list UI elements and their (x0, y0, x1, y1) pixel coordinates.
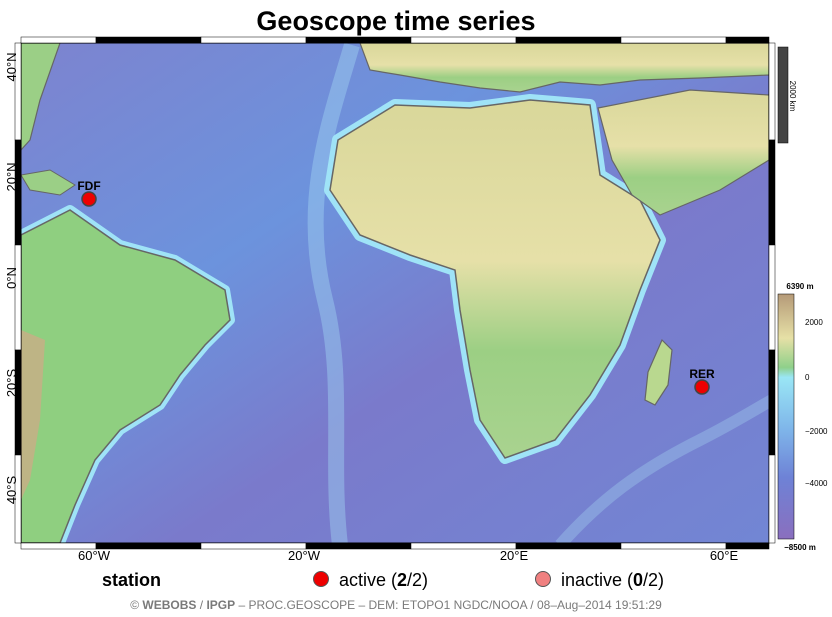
y-tick-label: 40°N (4, 52, 19, 81)
station-fdf[interactable]: FDF (77, 179, 101, 207)
legend-inactive: inactive (0/2) (535, 570, 664, 591)
caribbean-islands (21, 169, 76, 196)
map-area[interactable] (21, 43, 790, 545)
map-title: Geoscope time series (256, 6, 536, 36)
legend-inactive-total: /2) (643, 570, 665, 590)
scale-bar: 2000 km (777, 46, 797, 144)
y-axis: 40°N 20°N 0°N 20°S 40°S (4, 52, 19, 504)
credit-line: © WEBOBS / IPGP – PROC.GEOSCOPE – DEM: E… (0, 598, 792, 612)
legend-title: station (102, 570, 162, 590)
frame-segment (768, 42, 776, 141)
station-rer[interactable]: RER (689, 367, 715, 395)
station-marker[interactable] (81, 191, 97, 207)
frame-segment (768, 244, 776, 351)
x-tick-label: 60°W (78, 548, 111, 563)
frame-segment (95, 542, 202, 550)
colorbar-tick: −4000 (805, 479, 828, 488)
africa-landmass (329, 99, 661, 459)
map-frame (14, 36, 776, 550)
y-tick-label: 20°S (4, 369, 19, 398)
frame-segment (305, 542, 412, 550)
x-tick-label: 60°E (710, 548, 739, 563)
frame-segment (515, 542, 622, 550)
credit-webobs: WEBOBS (142, 598, 197, 612)
y-tick-label: 40°S (4, 476, 19, 505)
inactive-station-icon (535, 571, 551, 587)
legend-active: active (2/2) (313, 570, 428, 591)
colorbar-max-label: 6390 m (786, 282, 813, 291)
station-code: FDF (77, 179, 100, 193)
frame-segment (95, 36, 202, 44)
frame-segment (410, 36, 517, 44)
madagascar-landmass (644, 338, 673, 406)
colorbar-tick: −2000 (805, 427, 828, 436)
indian-ridge (555, 394, 769, 543)
legend-inactive-count: 0 (633, 570, 644, 590)
colorbar-tick: 0 (805, 373, 810, 382)
elevation-colorbar: 6390 m 2000 0 −2000 −4000 −8500 m (777, 282, 828, 552)
north-america-landmass (21, 43, 61, 151)
y-tick-label: 20°N (4, 162, 19, 191)
frame-segment (14, 349, 22, 456)
y-tick-label: 0°N (4, 267, 19, 289)
colorbar-tick: 2000 (805, 318, 823, 327)
station-marker[interactable] (694, 379, 710, 395)
x-axis: 60°W 20°W 20°E 60°E (78, 548, 738, 563)
frame-segment (515, 36, 622, 44)
frame-segment (14, 244, 22, 351)
frame-segment (768, 454, 776, 544)
frame-segment (200, 36, 307, 44)
frame-segment (768, 349, 776, 456)
legend-inactive-label: inactive ( (561, 570, 634, 590)
credit-details: – PROC.GEOSCOPE – DEM: ETOPO1 NGDC/NOOA … (235, 598, 662, 612)
legend-active-label: active ( (339, 570, 398, 590)
frame-segment (14, 454, 22, 544)
scale-bar-label: 2000 km (788, 81, 797, 112)
frame-segment (725, 542, 770, 550)
colorbar-gradient (777, 293, 795, 540)
x-tick-label: 20°W (288, 548, 321, 563)
credit-separator: / (196, 598, 207, 612)
legend-active-total: /2) (407, 570, 429, 590)
mid-atlantic-ridge (307, 43, 360, 543)
colorbar-min-label: −8500 m (784, 543, 816, 552)
frame-segment (305, 36, 412, 44)
credit-ipgp: IPGP (206, 598, 236, 612)
station-code: RER (689, 367, 715, 381)
active-station-icon (313, 571, 329, 587)
x-tick-label: 20°E (500, 548, 529, 563)
frame-segment (620, 36, 727, 44)
frame-segment (768, 139, 776, 246)
copyright-symbol: © (130, 598, 143, 612)
frame-segment (20, 36, 97, 44)
europe-landmass (359, 43, 769, 93)
south-america-landmass (21, 209, 231, 543)
legend-active-count: 2 (397, 570, 408, 590)
arabia-landmass (597, 89, 769, 216)
frame-segment (725, 36, 770, 44)
andes-highlands (21, 330, 45, 500)
